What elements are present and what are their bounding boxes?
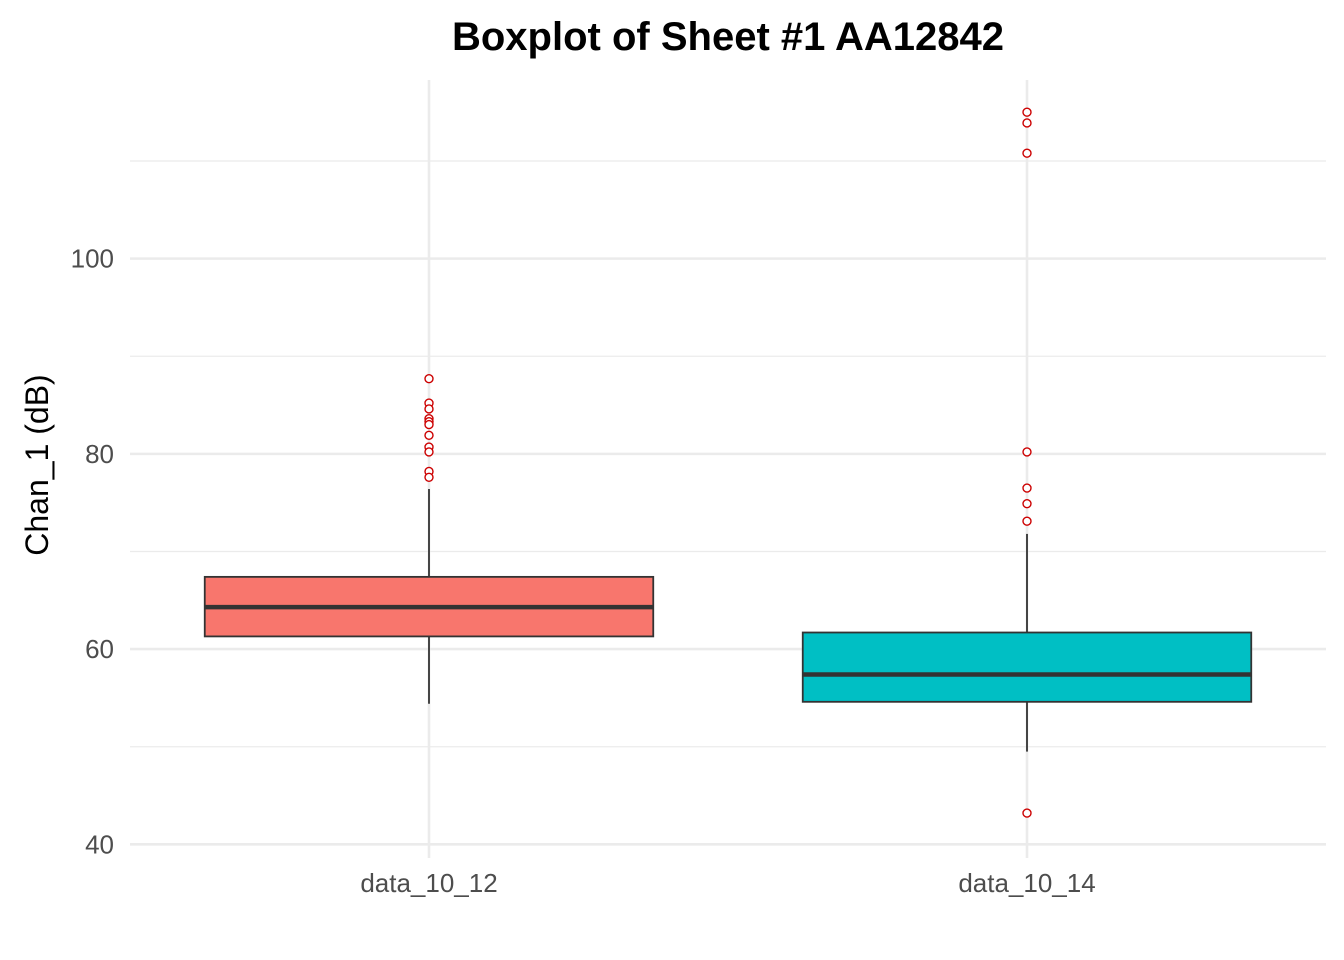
- box-layer: [203, 107, 1253, 818]
- outlier-point: [1022, 498, 1032, 509]
- outlier-point: [1022, 516, 1032, 526]
- tick-layer: 40 60 80 100 data_10_12 data_10_14: [71, 244, 1096, 898]
- outlier-point: [424, 404, 434, 414]
- box-data_10_14: [801, 631, 1253, 703]
- y-tick-label: 40: [85, 829, 114, 859]
- y-tick-label: 100: [71, 244, 114, 274]
- outlier-point: [424, 374, 434, 384]
- x-tick-label: data_10_12: [360, 868, 497, 898]
- outlier-point: [1022, 483, 1032, 493]
- grid-layer: [130, 80, 1326, 858]
- outlier-point: [1022, 148, 1032, 158]
- x-tick-label: data_10_14: [958, 868, 1095, 898]
- chart-title: Boxplot of Sheet #1 AA12842: [452, 15, 1004, 59]
- outlier-point: [424, 472, 434, 482]
- outlier-point: [1022, 107, 1032, 117]
- y-tick-label: 60: [85, 634, 114, 664]
- outlier-point: [1022, 118, 1032, 128]
- outlier-point: [424, 419, 434, 430]
- y-axis-title: Chan_1 (dB): [19, 374, 55, 555]
- outlier-point: [424, 447, 434, 457]
- outlier-point: [1022, 808, 1032, 818]
- y-tick-label: 80: [85, 439, 114, 469]
- outlier-point: [424, 430, 434, 441]
- outlier-point: [1022, 447, 1032, 457]
